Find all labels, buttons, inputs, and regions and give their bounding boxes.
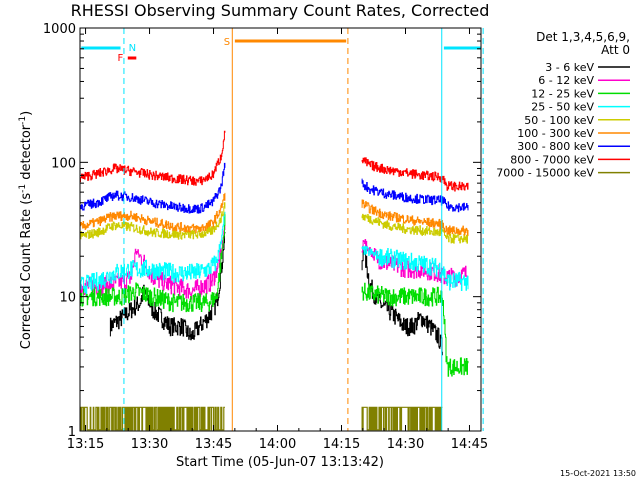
x-axis: 13:15 13:30 13:45 14:00 14:15 14:30 14:45 [67, 28, 488, 452]
x-tick-label: 14:00 [259, 437, 296, 452]
plot-frame [79, 27, 482, 432]
legend-label: 25 - 50 keV [531, 101, 594, 114]
x-axis-label: Start Time (05-Jun-07 13:13:42) [176, 455, 384, 470]
series-line [80, 162, 226, 214]
x-tick-label: 13:15 [67, 437, 104, 452]
x-tick-label: 14:30 [387, 437, 424, 452]
y-tick-label: 1000 [43, 22, 76, 37]
series-line [361, 157, 469, 192]
legend-label: 6 - 12 keV [538, 74, 594, 87]
y-tick-label: 100 [51, 156, 76, 171]
f-label: F [118, 53, 124, 64]
series-line [361, 199, 469, 236]
legend-header-line1: Det 1,3,4,5,6,9, [536, 30, 630, 44]
series-line [109, 232, 226, 341]
legend-label: 7000 - 15000 keV [496, 167, 594, 180]
series-line [79, 406, 225, 431]
legend-label: 300 - 800 keV [517, 140, 594, 153]
x-tick-label: 14:15 [323, 437, 360, 452]
series-line [361, 406, 443, 431]
y-axis: 1 10 100 1000 [43, 22, 481, 440]
y-tick-label: 10 [59, 291, 76, 306]
chart-title: RHESSI Observing Summary Count Rates, Co… [71, 1, 490, 20]
legend-label: 50 - 100 keV [524, 114, 594, 127]
legend-label: 100 - 300 keV [517, 127, 594, 140]
series-line [361, 245, 469, 291]
legend-label: 800 - 7000 keV [510, 153, 594, 166]
series-line [80, 202, 226, 240]
x-tick-label: 13:30 [131, 437, 168, 452]
series-line [80, 214, 226, 313]
x-tick-label: 13:45 [195, 437, 232, 452]
footer-timestamp: 15-Oct-2021 13:50 [560, 469, 636, 478]
series-line [80, 192, 226, 234]
series-line [80, 130, 226, 186]
x-tick-label: 14:45 [451, 437, 488, 452]
y-axis-label: Corrected Count Rate (s-1 detector-1) [18, 111, 34, 349]
legend-label: 12 - 25 keV [531, 87, 594, 100]
series-line [80, 225, 226, 300]
series-line [361, 282, 469, 377]
n-label: N [129, 43, 136, 54]
legend-label: 3 - 6 keV [545, 61, 594, 74]
series-line [80, 211, 226, 295]
s-label: S [224, 37, 230, 48]
series-line [361, 213, 469, 244]
y-tick-label: 1 [68, 425, 76, 440]
series-line [361, 178, 469, 213]
series-layer [79, 130, 469, 431]
legend-header-line2: Att 0 [601, 43, 630, 57]
